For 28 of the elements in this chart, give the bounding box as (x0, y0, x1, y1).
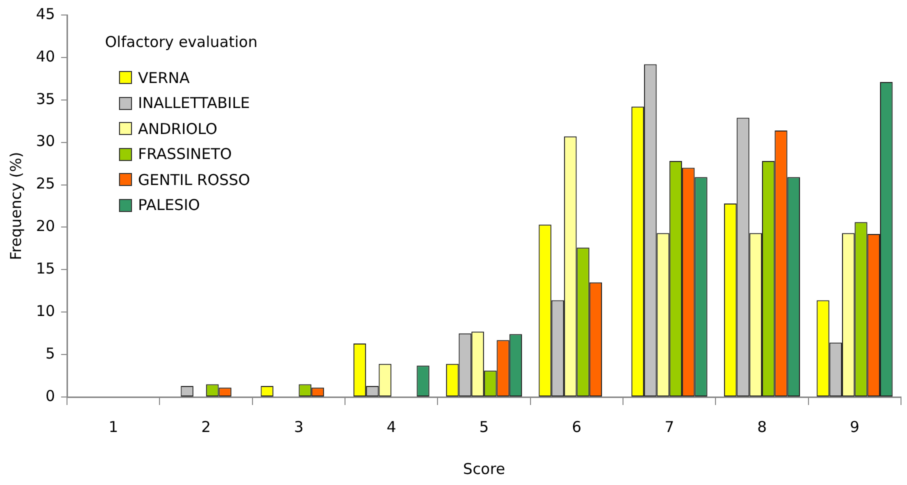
y-tick-label: 5 (46, 344, 56, 362)
y-tick-label: 25 (36, 174, 56, 193)
y-axis-title: Frequency (%) (6, 152, 25, 260)
y-tick-label: 30 (36, 132, 56, 150)
y-tick-label: 45 (36, 4, 56, 23)
y-tick-label: 15 (36, 260, 56, 278)
legend-label: INALLETTABILE (138, 94, 250, 112)
x-tick-label: 8 (757, 418, 767, 436)
y-tick-label: 40 (36, 47, 56, 66)
x-tick-label: 4 (386, 418, 396, 436)
legend-label: PALESIO (138, 196, 200, 214)
x-axis-title: Score (463, 460, 506, 478)
legend-label: FRASSINETO (138, 145, 232, 163)
x-tick-label: 9 (850, 418, 860, 436)
x-tick-label: 7 (664, 418, 674, 436)
y-tick-label: 20 (36, 217, 56, 236)
legend-label: ANDRIOLO (138, 120, 218, 138)
y-tick-label: 35 (36, 90, 56, 108)
legend-title: Olfactory evaluation (105, 33, 258, 51)
x-tick-label: 3 (294, 418, 304, 436)
y-tick-label: 10 (36, 302, 56, 320)
x-tick-label: 5 (479, 418, 489, 436)
x-tick-label: 2 (201, 418, 211, 436)
legend-label: GENTIL ROSSO (138, 170, 250, 188)
x-tick-label: 1 (108, 418, 118, 436)
legend-label: VERNA (138, 68, 190, 86)
y-tick-label: 0 (46, 386, 56, 405)
x-tick-label: 6 (572, 418, 582, 436)
